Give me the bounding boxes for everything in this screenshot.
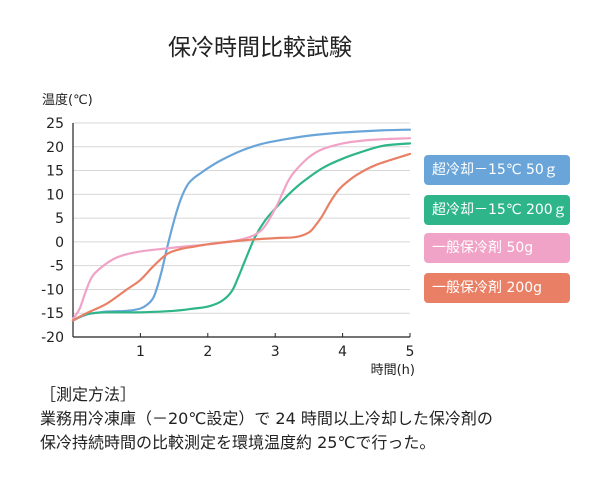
y-tick-label: -20	[41, 330, 64, 346]
y-tick-label: -5	[50, 259, 64, 275]
series-lines	[71, 128, 412, 322]
series-line-3	[71, 152, 412, 322]
x-tick-label: 5	[406, 344, 415, 360]
y-tick-label: 10	[46, 187, 64, 203]
chart-title: 保冷時間比較試験	[168, 35, 352, 61]
x-tick-labels: 1 2 3 4 5	[136, 344, 415, 360]
x-tick-label: 4	[338, 344, 347, 360]
x-tick-label: 3	[271, 344, 280, 360]
legend-item-0: 超冷却－15℃ 50ｇ	[424, 155, 570, 185]
y-axis-label: 温度(℃)	[42, 92, 93, 108]
series-line-1	[71, 142, 412, 322]
y-tick-label: 20	[46, 140, 64, 156]
x-axis-label: 時間(h)	[371, 363, 415, 378]
series-line-2	[71, 137, 412, 320]
note-heading: ［測定方法］	[40, 385, 137, 404]
legend-item-2: 一般保冷剤 50g	[424, 233, 570, 263]
series-line-0	[71, 128, 412, 322]
y-tick-label: 15	[46, 164, 64, 180]
measurement-note: ［測定方法］ 業務用冷凍庫（－20℃設定）で 24 時間以上冷却した保冷剤の 保…	[40, 383, 493, 455]
y-tick-label: -10	[41, 282, 64, 298]
legend-item-3: 一般保冷剤 200g	[424, 273, 570, 303]
y-tick-label: 0	[55, 235, 64, 251]
axes	[72, 123, 411, 338]
y-tick-labels: 25 20 15 10 5 0 -5 -10 -15 -20	[41, 116, 64, 346]
legend-item-1: 超冷却－15℃ 200ｇ	[424, 195, 570, 225]
x-tick-label: 2	[203, 344, 212, 360]
y-tick-label: 5	[55, 211, 64, 227]
y-tick-label: 25	[46, 116, 64, 132]
note-line-1: 業務用冷凍庫（－20℃設定）で 24 時間以上冷却した保冷剤の	[40, 409, 493, 428]
note-line-2: 保冷持続時間の比較測定を環境温度約 25℃で行った。	[40, 433, 436, 452]
y-tick-label: -15	[41, 306, 64, 322]
x-tick-label: 1	[136, 344, 145, 360]
